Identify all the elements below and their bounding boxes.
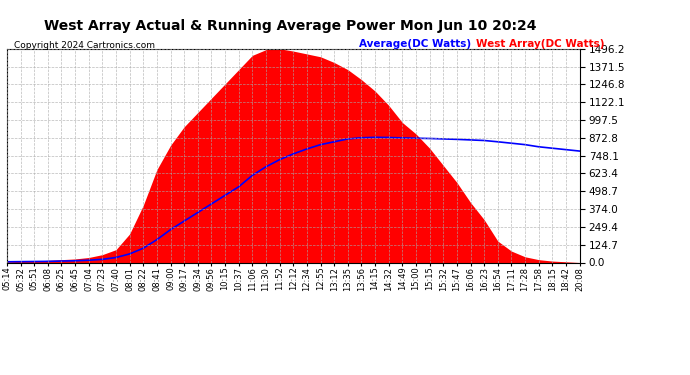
Text: West Array Actual & Running Average Power Mon Jun 10 20:24: West Array Actual & Running Average Powe… — [43, 19, 536, 33]
Text: West Array(DC Watts): West Array(DC Watts) — [476, 39, 604, 50]
Text: Copyright 2024 Cartronics.com: Copyright 2024 Cartronics.com — [14, 41, 155, 50]
Text: Average(DC Watts): Average(DC Watts) — [359, 39, 471, 50]
